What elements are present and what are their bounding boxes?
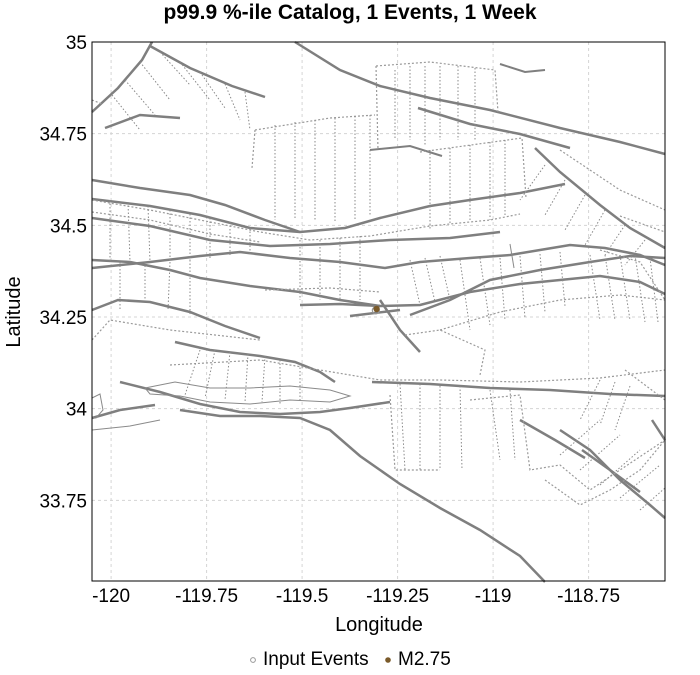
fault-ladder: [111, 51, 251, 131]
fault-outline: [419, 137, 527, 199]
coastline: [91, 419, 161, 431]
legend-marker-input-events: [250, 657, 256, 663]
fault-trace: [91, 403, 156, 420]
y-tick-label: 34.25: [39, 308, 87, 329]
data-point-m2-75: [373, 305, 380, 313]
fault-outline: [251, 129, 256, 169]
fault-ladder: [394, 66, 476, 145]
fault-trace: [349, 308, 401, 318]
fault-ladder: [184, 349, 301, 404]
fault-outline: [375, 65, 379, 151]
fault-trace: [650, 419, 667, 441]
y-axis-title: Latitude: [3, 276, 25, 347]
fault-trace: [534, 147, 666, 250]
x-tick-label: -119.75: [175, 586, 238, 607]
fault-ladder: [274, 115, 371, 222]
y-tick-label: 34: [66, 400, 88, 421]
fault-outline: [91, 319, 261, 341]
fault-trace: [581, 448, 641, 494]
axis-ticks: -120 -119.75 -119.5 -119.25 -119 -118.75 35 34.…: [39, 33, 620, 607]
y-tick-label: 34.75: [39, 125, 87, 146]
x-tick-label: -119.25: [366, 586, 429, 607]
plot-border: [91, 41, 666, 582]
fault-trace: [299, 274, 666, 308]
event-markers: [371, 305, 380, 315]
chart-title: p99.9 %-ile Catalog, 1 Events, 1 Week: [163, 1, 536, 24]
fault-trace: [519, 418, 586, 460]
fault-ladder: [559, 419, 666, 511]
fault-ladder: [489, 389, 516, 461]
fault-outline: [91, 99, 103, 105]
fault-trace: [179, 408, 546, 583]
fault-outline: [439, 294, 666, 331]
fault-outline: [544, 439, 666, 506]
fault-trace: [149, 44, 266, 99]
x-axis-title: Longitude: [335, 614, 423, 636]
fault-ladder: [429, 140, 506, 230]
legend-marker-m2-75: [385, 657, 391, 663]
fault-trace: [294, 40, 666, 156]
fault-outline: [375, 61, 499, 113]
fault-ladder: [519, 164, 646, 266]
fault-ladder: [589, 254, 659, 323]
fault-outline: [404, 329, 486, 376]
legend: Input Events M2.75: [250, 649, 451, 670]
fault-trace: [559, 428, 666, 519]
fault-outline: [91, 199, 521, 241]
coastline: [144, 381, 352, 405]
fault-trace: [91, 243, 666, 270]
fault-trace: [91, 41, 154, 113]
legend-label-m2-75: M2.75: [398, 649, 451, 670]
fault-outline: [599, 249, 666, 301]
fault-trace: [371, 380, 666, 398]
fault-trace: [499, 63, 546, 74]
x-tick-label: -118.75: [557, 586, 620, 607]
fault-ladder: [409, 255, 451, 306]
fault-ladder: [109, 200, 251, 263]
fault-outline: [91, 211, 261, 243]
legend-label-input-events: Input Events: [263, 649, 369, 670]
coastline: [509, 243, 515, 269]
y-tick-label: 33.75: [39, 491, 87, 512]
fault-trace: [417, 106, 571, 150]
fault-ladder: [399, 383, 463, 471]
fault-outline: [264, 287, 381, 293]
fault-outline: [389, 394, 440, 471]
y-tick-label: 34.5: [50, 216, 87, 237]
fault-trace: [91, 182, 566, 234]
fault-ladder: [579, 379, 631, 431]
x-tick-label: -119.5: [276, 586, 328, 607]
fault-outline: [169, 359, 666, 383]
fault-outline: [624, 369, 666, 401]
coastline: [91, 393, 104, 419]
plot-frame: [91, 41, 666, 582]
fault-outline: [254, 114, 376, 131]
fault-ladder: [119, 260, 191, 316]
fault-trace: [91, 178, 301, 234]
x-tick-label: -119: [475, 586, 512, 607]
fault-trace: [104, 113, 181, 130]
fault-traces: [91, 40, 667, 583]
x-tick-label: -120: [92, 586, 130, 607]
fault-trace: [91, 258, 381, 308]
fault-trace: [409, 254, 666, 317]
y-tick-label: 35: [66, 33, 87, 54]
fault-trace: [91, 298, 261, 340]
fault-outline: [469, 394, 666, 491]
fault-trace: [119, 380, 391, 416]
fault-outline: [559, 149, 666, 211]
fault-trace: [369, 144, 443, 157]
fault-trace: [174, 340, 336, 384]
fault-trace: [378, 299, 421, 353]
fault-ladder: [459, 251, 566, 331]
